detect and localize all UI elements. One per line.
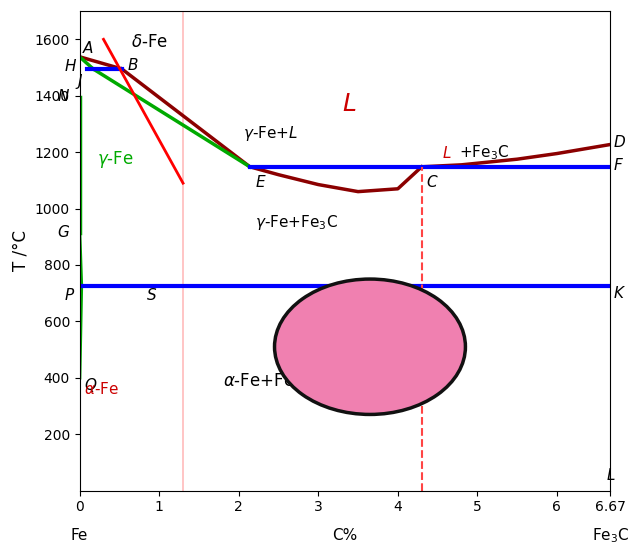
Text: $\it{J}$: $\it{J}$: [75, 72, 84, 91]
Text: $\it{S}$: $\it{S}$: [146, 288, 157, 304]
Text: Fe$_3$C: Fe$_3$C: [591, 526, 629, 544]
Text: $\it{B}$: $\it{B}$: [127, 57, 138, 73]
Text: $\it{K}$: $\it{K}$: [613, 285, 627, 301]
Text: $\it{D}$: $\it{D}$: [613, 134, 627, 150]
Ellipse shape: [275, 279, 465, 415]
Text: C%: C%: [332, 528, 358, 543]
Text: $\it{C}$: $\it{C}$: [426, 174, 439, 190]
Text: +Fe$_3$C: +Fe$_3$C: [459, 144, 509, 162]
Text: $\it{N}$: $\it{N}$: [57, 88, 70, 104]
Text: $\delta$-Fe: $\delta$-Fe: [131, 32, 168, 51]
Text: $\it{Q}$: $\it{Q}$: [84, 376, 98, 394]
Text: $\alpha$-Fe: $\alpha$-Fe: [84, 381, 118, 397]
Text: $\it{A}$: $\it{A}$: [82, 40, 94, 56]
Text: $\it{H}$: $\it{H}$: [64, 58, 77, 74]
Text: $L$: $L$: [342, 92, 356, 116]
Text: $L$: $L$: [606, 467, 616, 483]
Text: $\alpha$-Fe+Fe$_3$C: $\alpha$-Fe+Fe$_3$C: [223, 371, 314, 390]
Text: $\it{F}$: $\it{F}$: [613, 157, 625, 173]
Text: Fe: Fe: [71, 528, 88, 543]
Text: $\gamma$-Fe+$L$: $\gamma$-Fe+$L$: [243, 124, 298, 144]
Y-axis label: T /°C: T /°C: [11, 230, 29, 271]
Text: $L$: $L$: [442, 145, 451, 161]
Text: $\gamma$-Fe: $\gamma$-Fe: [97, 148, 134, 170]
Text: $\it{G}$: $\it{G}$: [57, 224, 70, 240]
Text: $\it{E}$: $\it{E}$: [255, 174, 266, 190]
Text: $\gamma$-Fe+Fe$_3$C: $\gamma$-Fe+Fe$_3$C: [255, 213, 337, 232]
Text: $\it{P}$: $\it{P}$: [64, 288, 75, 304]
